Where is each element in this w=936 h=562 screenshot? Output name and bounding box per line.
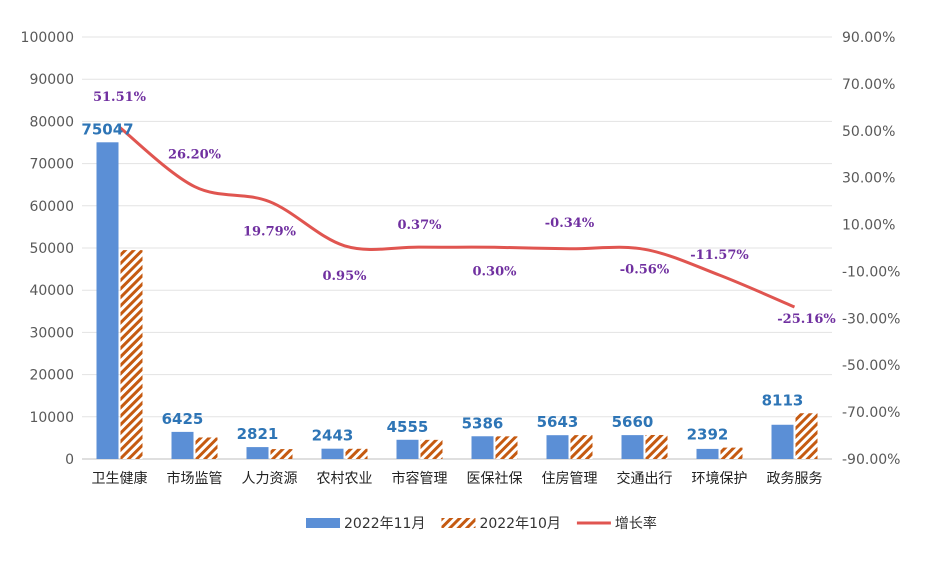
right-tick-label: -90.00% xyxy=(842,452,900,468)
category-label: 卫生健康 xyxy=(92,470,148,487)
bar-2022-10 xyxy=(495,436,518,459)
rate-label: 0.30% xyxy=(472,264,517,279)
left-tick-label: 70000 xyxy=(29,157,74,173)
bars xyxy=(96,142,818,459)
legend-item: 2022年11月 xyxy=(306,516,425,532)
right-tick-label: 90.00% xyxy=(842,30,895,46)
bar-2022-10 xyxy=(420,439,443,459)
bar-value-label: 2821 xyxy=(237,425,279,443)
bar-2022-10 xyxy=(570,435,593,459)
category-label: 医保社保 xyxy=(467,471,523,487)
category-label: 住房管理 xyxy=(542,471,598,487)
bar-2022-11 xyxy=(621,435,644,459)
bar-2022-10 xyxy=(120,250,143,459)
rate-label: 51.51% xyxy=(93,90,147,105)
bar-2022-10 xyxy=(345,448,368,459)
growth-rate-line xyxy=(118,126,796,309)
legend-item: 2022年10月 xyxy=(441,516,561,532)
right-tick-label: 70.00% xyxy=(842,77,895,93)
bar-2022-10 xyxy=(795,413,818,459)
bar-value-label: 4555 xyxy=(387,418,429,436)
bar-2022-11 xyxy=(696,448,719,459)
bar-2022-11 xyxy=(171,431,194,459)
bar-2022-11 xyxy=(546,435,569,459)
bar-value-label: 8113 xyxy=(762,391,804,409)
bar-value-label: 5660 xyxy=(612,413,654,431)
left-axis-ticks: 0 10000 20000 30000 40000 50000 60000 70000 8000… xyxy=(21,30,74,468)
right-tick-label: 30.00% xyxy=(842,171,895,187)
category-label: 人力资源 xyxy=(242,471,298,487)
bar-value-label: 2392 xyxy=(687,426,729,444)
bar-value-label: 75047 xyxy=(81,120,133,138)
category-label: 市场监管 xyxy=(167,470,223,487)
legend-item: 增长率 xyxy=(576,515,657,532)
right-tick-label: -70.00% xyxy=(842,405,900,421)
right-tick-label: -30.00% xyxy=(842,311,900,327)
left-tick-label: 10000 xyxy=(29,410,74,426)
bar-value-label: 5643 xyxy=(537,413,579,431)
legend-label: 增长率 xyxy=(615,515,657,532)
right-axis-ticks: -90.00% -70.00% -50.00% -30.00% -10.00% 10.00… xyxy=(842,30,900,468)
left-tick-label: 50000 xyxy=(29,241,74,257)
bar-2022-11 xyxy=(396,439,419,459)
category-labels: 卫生健康 市场监管 人力资源 农村农业 市容管理 医保社保 住房管理 交通出行 环境保护 政务服务 xyxy=(92,470,823,487)
value-labels: 75047 6425 2821 2443 4555 5386 5643 5660 2392 811… xyxy=(81,120,803,444)
bar-2022-11 xyxy=(321,448,344,459)
bar-2022-10 xyxy=(195,437,218,459)
left-tick-label: 30000 xyxy=(29,325,74,341)
category-label: 交通出行 xyxy=(617,470,673,487)
legend-swatch-bar xyxy=(306,518,340,528)
rate-label: -25.16% xyxy=(777,312,836,327)
left-tick-label: 60000 xyxy=(29,199,74,215)
legend-swatch-hatch xyxy=(441,518,476,528)
bar-value-label: 6425 xyxy=(162,410,204,428)
category-label: 政务服务 xyxy=(767,471,823,487)
left-tick-label: 90000 xyxy=(29,72,74,88)
rate-labels: 51.51% 26.20% 19.79% 0.95% 0.37% 0.30% -0.34% -… xyxy=(93,90,836,327)
right-tick-label: -10.00% xyxy=(842,264,900,280)
left-tick-label: 40000 xyxy=(29,283,74,299)
bar-2022-11 xyxy=(96,142,119,459)
right-tick-label: -50.00% xyxy=(842,358,900,374)
left-tick-label: 0 xyxy=(65,452,74,468)
rate-label: -0.34% xyxy=(545,216,595,231)
rate-label: 0.95% xyxy=(322,269,367,284)
rate-label: 19.79% xyxy=(243,225,297,240)
category-label: 市容管理 xyxy=(392,470,448,487)
category-label: 环境保护 xyxy=(692,471,748,487)
left-tick-label: 20000 xyxy=(29,368,74,384)
right-tick-label: 50.00% xyxy=(842,124,895,140)
bar-2022-11 xyxy=(771,424,794,459)
rate-label: 26.20% xyxy=(168,148,222,163)
rate-label: 0.37% xyxy=(397,218,442,233)
rate-label: -11.57% xyxy=(690,248,749,263)
left-tick-label: 80000 xyxy=(29,114,74,130)
growth-line-path xyxy=(118,126,796,309)
bar-2022-10 xyxy=(270,449,293,459)
bar-2022-11 xyxy=(246,447,269,459)
bar-value-label: 2443 xyxy=(312,427,354,445)
legend-label: 2022年11月 xyxy=(344,516,425,532)
bar-value-label: 5386 xyxy=(462,414,504,432)
right-tick-label: 10.00% xyxy=(842,218,895,234)
legend-label: 2022年10月 xyxy=(479,516,560,532)
left-tick-label: 100000 xyxy=(21,30,74,46)
legend: 2022年11月 2022年10月 增长率 xyxy=(306,515,657,532)
rate-label: -0.56% xyxy=(620,262,670,277)
category-label: 农村农业 xyxy=(317,471,373,487)
bar-2022-11 xyxy=(471,436,494,459)
bar-2022-10 xyxy=(645,434,668,459)
bar-2022-10 xyxy=(720,447,743,459)
